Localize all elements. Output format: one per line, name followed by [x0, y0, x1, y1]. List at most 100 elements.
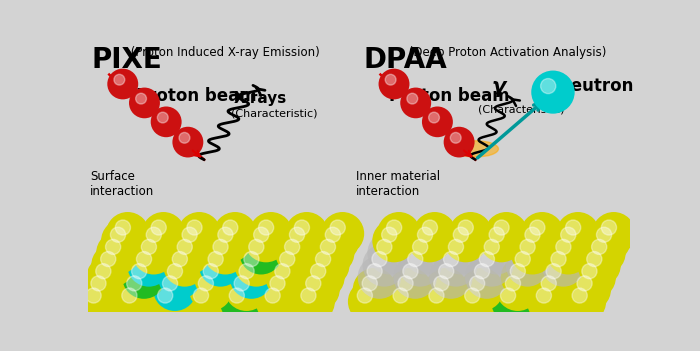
Ellipse shape [193, 288, 209, 303]
Ellipse shape [234, 244, 278, 287]
Ellipse shape [280, 252, 295, 267]
Ellipse shape [239, 264, 254, 279]
Ellipse shape [449, 239, 463, 254]
Ellipse shape [194, 256, 237, 299]
Ellipse shape [592, 239, 607, 254]
Ellipse shape [417, 227, 433, 242]
Ellipse shape [542, 244, 585, 287]
Ellipse shape [113, 280, 156, 323]
Ellipse shape [182, 227, 197, 242]
Ellipse shape [199, 244, 242, 287]
Ellipse shape [306, 276, 321, 291]
Text: γ: γ [491, 77, 506, 97]
Ellipse shape [158, 256, 202, 299]
Ellipse shape [198, 276, 214, 291]
Ellipse shape [470, 276, 484, 291]
Ellipse shape [444, 127, 475, 158]
Ellipse shape [291, 280, 335, 323]
Ellipse shape [208, 252, 223, 267]
Ellipse shape [536, 288, 552, 303]
Ellipse shape [189, 268, 232, 311]
Ellipse shape [582, 231, 626, 274]
Ellipse shape [239, 231, 283, 274]
Ellipse shape [118, 268, 161, 311]
Ellipse shape [582, 264, 597, 279]
Ellipse shape [398, 276, 413, 291]
Ellipse shape [510, 264, 526, 279]
Ellipse shape [184, 280, 228, 323]
Ellipse shape [439, 264, 454, 279]
Ellipse shape [578, 244, 621, 287]
Ellipse shape [491, 280, 535, 323]
Ellipse shape [566, 220, 581, 235]
Ellipse shape [122, 256, 166, 299]
Ellipse shape [454, 227, 468, 242]
Ellipse shape [306, 244, 349, 287]
Ellipse shape [546, 264, 561, 279]
Ellipse shape [470, 244, 513, 287]
Ellipse shape [101, 219, 144, 262]
Ellipse shape [537, 256, 580, 299]
Ellipse shape [214, 212, 257, 255]
Ellipse shape [398, 244, 442, 287]
Ellipse shape [439, 231, 482, 274]
Ellipse shape [527, 280, 570, 323]
Ellipse shape [601, 220, 617, 235]
Ellipse shape [530, 220, 545, 235]
Ellipse shape [316, 219, 359, 262]
Ellipse shape [167, 264, 183, 279]
Ellipse shape [177, 239, 192, 254]
Ellipse shape [428, 112, 440, 123]
Ellipse shape [101, 252, 116, 267]
Ellipse shape [484, 212, 528, 255]
Ellipse shape [368, 231, 411, 274]
Ellipse shape [362, 276, 377, 291]
Ellipse shape [265, 288, 280, 303]
Ellipse shape [372, 219, 416, 262]
Ellipse shape [223, 220, 238, 235]
Ellipse shape [148, 280, 192, 323]
Ellipse shape [178, 212, 221, 255]
Ellipse shape [494, 220, 509, 235]
Ellipse shape [203, 264, 218, 279]
Ellipse shape [422, 106, 453, 137]
Ellipse shape [294, 220, 309, 235]
Ellipse shape [270, 276, 285, 291]
Ellipse shape [444, 219, 487, 262]
Ellipse shape [244, 252, 259, 267]
Ellipse shape [403, 231, 447, 274]
Ellipse shape [484, 239, 499, 254]
Ellipse shape [220, 280, 263, 323]
Ellipse shape [96, 264, 111, 279]
Ellipse shape [377, 239, 392, 254]
Ellipse shape [358, 256, 401, 299]
Ellipse shape [218, 227, 233, 242]
Ellipse shape [515, 219, 559, 262]
Ellipse shape [515, 252, 531, 267]
Ellipse shape [129, 87, 160, 118]
Text: neutron: neutron [559, 77, 634, 95]
Ellipse shape [372, 252, 387, 267]
Ellipse shape [363, 244, 406, 287]
Ellipse shape [163, 244, 206, 287]
Text: Surface
interaction: Surface interaction [90, 171, 155, 199]
Ellipse shape [532, 268, 575, 311]
Ellipse shape [229, 288, 244, 303]
Ellipse shape [260, 268, 304, 311]
Ellipse shape [225, 268, 268, 311]
Ellipse shape [434, 276, 449, 291]
Ellipse shape [256, 280, 299, 323]
Ellipse shape [275, 231, 318, 274]
Ellipse shape [393, 288, 408, 303]
Ellipse shape [172, 127, 203, 158]
Ellipse shape [573, 256, 616, 299]
Ellipse shape [572, 288, 587, 303]
Ellipse shape [407, 252, 423, 267]
Ellipse shape [136, 252, 152, 267]
Ellipse shape [506, 244, 550, 287]
Ellipse shape [330, 220, 345, 235]
Text: Proton beam: Proton beam [389, 87, 509, 105]
Ellipse shape [168, 231, 211, 274]
Text: Inner material
interaction: Inner material interaction [356, 171, 440, 199]
Ellipse shape [568, 268, 611, 311]
